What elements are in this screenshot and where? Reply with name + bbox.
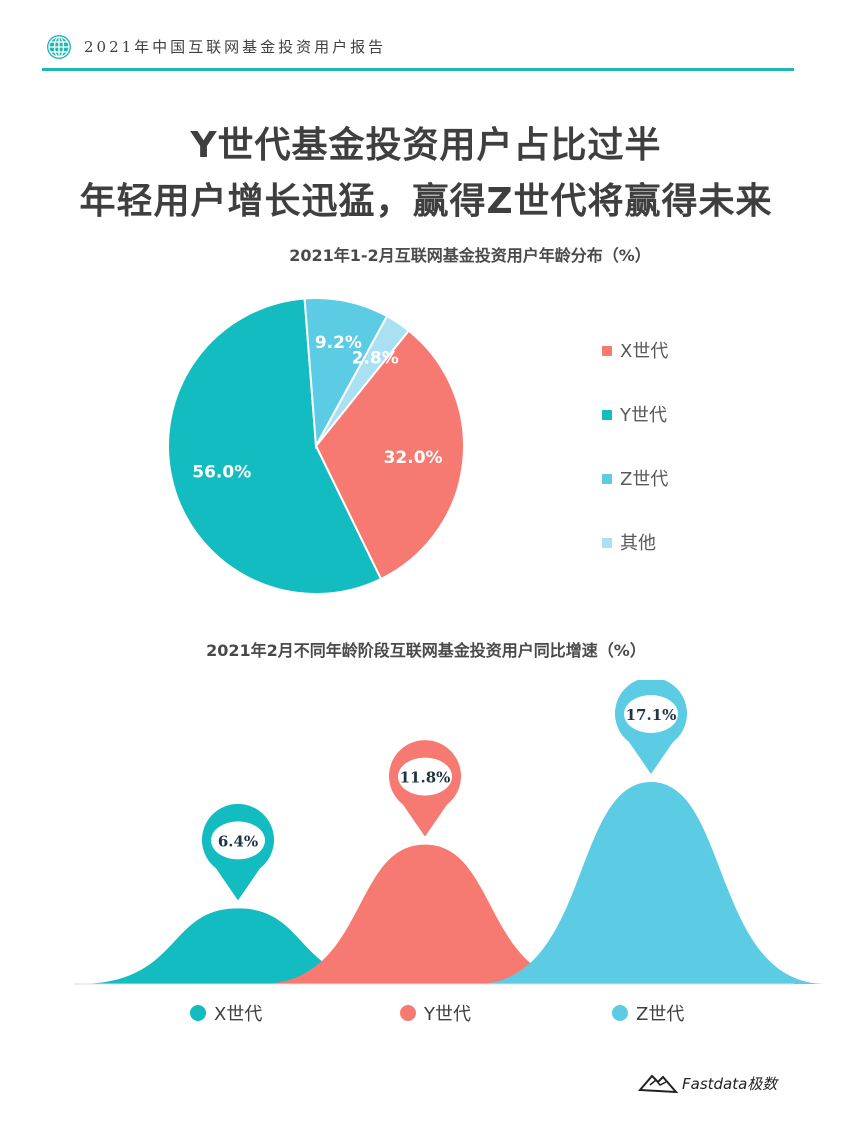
legend-y-gen-dot — [400, 1005, 416, 1021]
legend-x-gen-label: X世代 — [620, 341, 668, 362]
legend-z-gen-label: Z世代 — [636, 1004, 684, 1025]
pie-chart-title: 2021年1-2月互联网基金投资用户年龄分布（%） — [289, 246, 651, 265]
legend-x-gen-dot — [190, 1005, 206, 1021]
y-gen-label: 56.0% — [192, 463, 251, 483]
legend-x-gen-swatch — [602, 346, 612, 356]
legend-z-gen-label: Z世代 — [620, 469, 668, 490]
legend-other-swatch — [602, 538, 612, 548]
x-gen-value-label: 6.4% — [218, 832, 258, 850]
x-gen-label: 32.0% — [384, 448, 443, 468]
x-gen-slice — [314, 329, 465, 581]
y-gen-slice — [167, 297, 383, 595]
legend-x-gen-label: X世代 — [214, 1004, 262, 1025]
legend-z-gen-dot — [612, 1005, 628, 1021]
globe-icon — [47, 35, 71, 59]
z-gen-hill — [476, 782, 826, 984]
other-slice — [315, 314, 411, 447]
brand-name: Fastdata极数 — [682, 1075, 778, 1093]
report-header: 2021年中国互联网基金投资用户报告 — [0, 0, 852, 72]
other-label: 2.8% — [352, 348, 399, 368]
z-gen-value-label: 17.1% — [626, 706, 677, 724]
mountain-logo-icon — [637, 1074, 679, 1094]
report-title: 2021年中国互联网基金投资用户报告 — [84, 38, 387, 56]
y-gen-pin: 11.8% — [389, 740, 461, 837]
legend-other-label: 其他 — [620, 533, 656, 554]
legend-z-gen-swatch — [602, 474, 612, 484]
legend-y-gen-label: Y世代 — [423, 1004, 471, 1025]
x-gen-pin: 6.4% — [202, 803, 274, 901]
legend-y-gen-label: Y世代 — [619, 405, 667, 426]
headline-line-1: Y世代基金投资用户占比过半 — [190, 125, 662, 166]
z-gen-label: 9.2% — [315, 333, 362, 353]
growth-chart-title: 2021年2月不同年龄阶段互联网基金投资用户同比增速（%） — [206, 641, 646, 660]
header-divider — [42, 68, 794, 71]
growth-rate-chart: 6.4% 11.8% 17.1% X世代 Y世代 Z世代 — [74, 680, 826, 1025]
legend-y-gen-swatch — [602, 410, 612, 420]
y-gen-hill — [260, 844, 590, 984]
headline-line-2: 年轻用户增长迅猛，赢得Z世代将赢得未来 — [79, 181, 773, 222]
z-gen-slice — [303, 297, 389, 450]
y-gen-value-label: 11.8% — [400, 769, 451, 787]
z-gen-pin: 17.1% — [615, 680, 687, 774]
